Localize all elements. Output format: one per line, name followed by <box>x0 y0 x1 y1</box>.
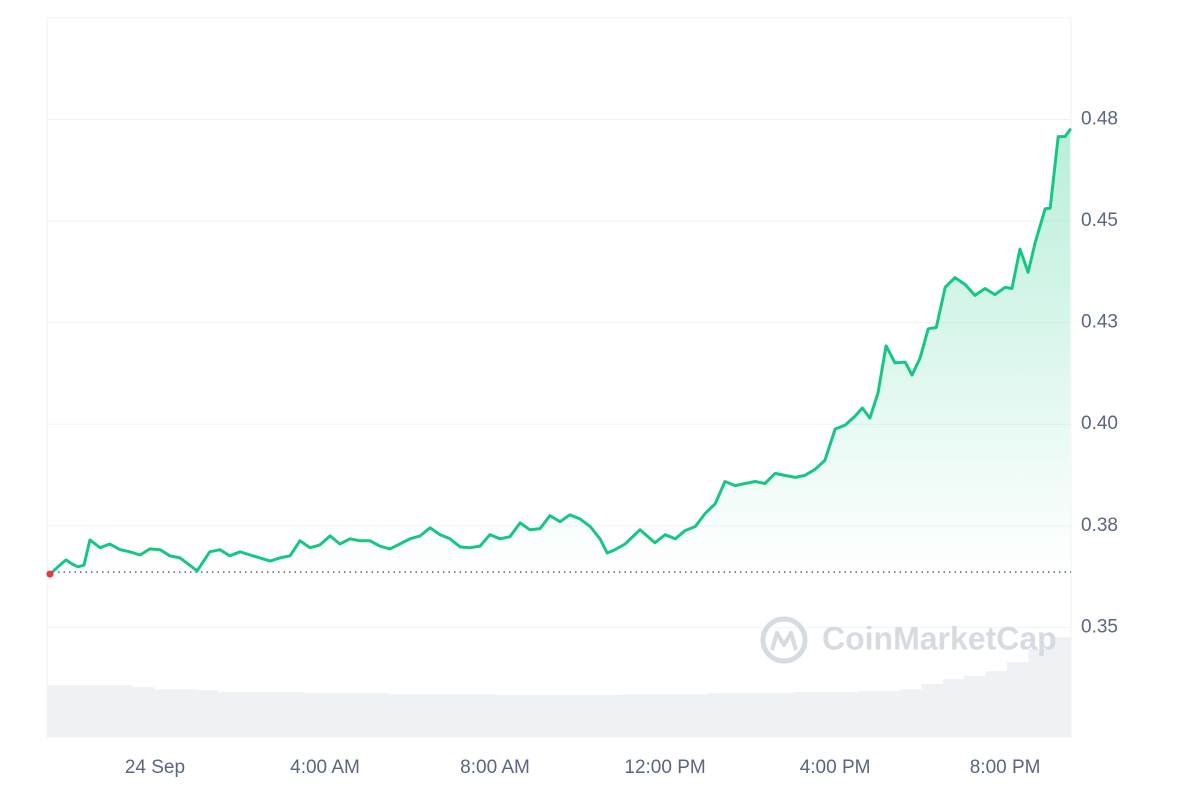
volume-bar <box>260 692 283 737</box>
volume-bar <box>921 684 944 737</box>
volume-bar <box>367 693 389 737</box>
volume-bar <box>708 693 731 737</box>
area <box>50 129 1071 575</box>
volume-bar <box>1007 662 1029 737</box>
volume-bar <box>452 694 475 737</box>
volume-bar <box>111 685 133 737</box>
volume-bar <box>473 694 496 737</box>
volume-bar <box>836 692 859 737</box>
volume-bar <box>665 694 688 737</box>
y-tick-label: 0.43 <box>1081 312 1118 333</box>
volume-bar <box>601 695 624 737</box>
start-marker <box>46 570 54 578</box>
volume-bar <box>857 691 880 737</box>
volume-bar <box>516 695 539 737</box>
x-tick-label: 24 Sep <box>125 757 185 778</box>
volume-bar <box>89 685 112 737</box>
volume-bar <box>153 689 176 737</box>
volume-bar <box>68 685 91 737</box>
volume-bar <box>964 676 987 737</box>
y-tick-label: 0.35 <box>1081 616 1118 637</box>
volume-bar <box>1049 637 1072 737</box>
volume-bar <box>196 690 219 737</box>
price-line <box>48 128 1072 576</box>
volume-bar <box>239 692 261 737</box>
volume-bar <box>815 692 837 737</box>
volume-bar <box>580 695 603 737</box>
x-tick-label: 8:00 PM <box>970 757 1041 778</box>
volume-bar <box>1028 649 1051 737</box>
volume-bar <box>47 685 69 737</box>
volume-bar <box>985 671 1008 737</box>
volume-bar <box>879 691 901 737</box>
volume-bar <box>623 694 645 737</box>
x-tick-label: 4:00 PM <box>800 757 871 778</box>
y-tick-label: 0.40 <box>1081 413 1118 434</box>
volume-bar <box>900 689 923 737</box>
watermark: CoinMarketCap <box>760 616 1057 664</box>
y-tick-label: 0.48 <box>1081 109 1118 130</box>
volume-bar <box>303 693 325 737</box>
volume-bar <box>943 679 965 737</box>
y-tick-label: 0.45 <box>1081 210 1118 231</box>
x-tick-label: 8:00 AM <box>460 757 530 778</box>
volume-bar <box>537 695 560 737</box>
watermark-text: CoinMarketCap <box>822 620 1057 656</box>
volume-bar <box>132 687 155 737</box>
watermark-logo <box>760 616 808 664</box>
volume-bar <box>217 692 240 737</box>
watermark-logo-mark <box>770 631 798 651</box>
volume-bar <box>175 689 197 737</box>
volume-bar <box>495 695 517 737</box>
volume-bar <box>409 694 432 737</box>
volume-bar <box>431 694 453 737</box>
x-tick-label: 12:00 PM <box>624 757 705 778</box>
volume-bar <box>281 692 304 737</box>
volume-bar <box>772 693 795 737</box>
volume-bar <box>793 692 816 737</box>
y-tick-label: 0.38 <box>1081 515 1118 536</box>
x-tick-label: 4:00 AM <box>290 757 360 778</box>
volume-bar <box>324 693 347 737</box>
volume-bar <box>687 694 709 737</box>
volume-bar <box>751 693 773 737</box>
volume-bar <box>345 693 368 737</box>
volume-bar <box>388 694 411 737</box>
volume-bar <box>559 695 581 737</box>
volume-bar <box>644 694 667 737</box>
volume-bar <box>729 693 752 737</box>
